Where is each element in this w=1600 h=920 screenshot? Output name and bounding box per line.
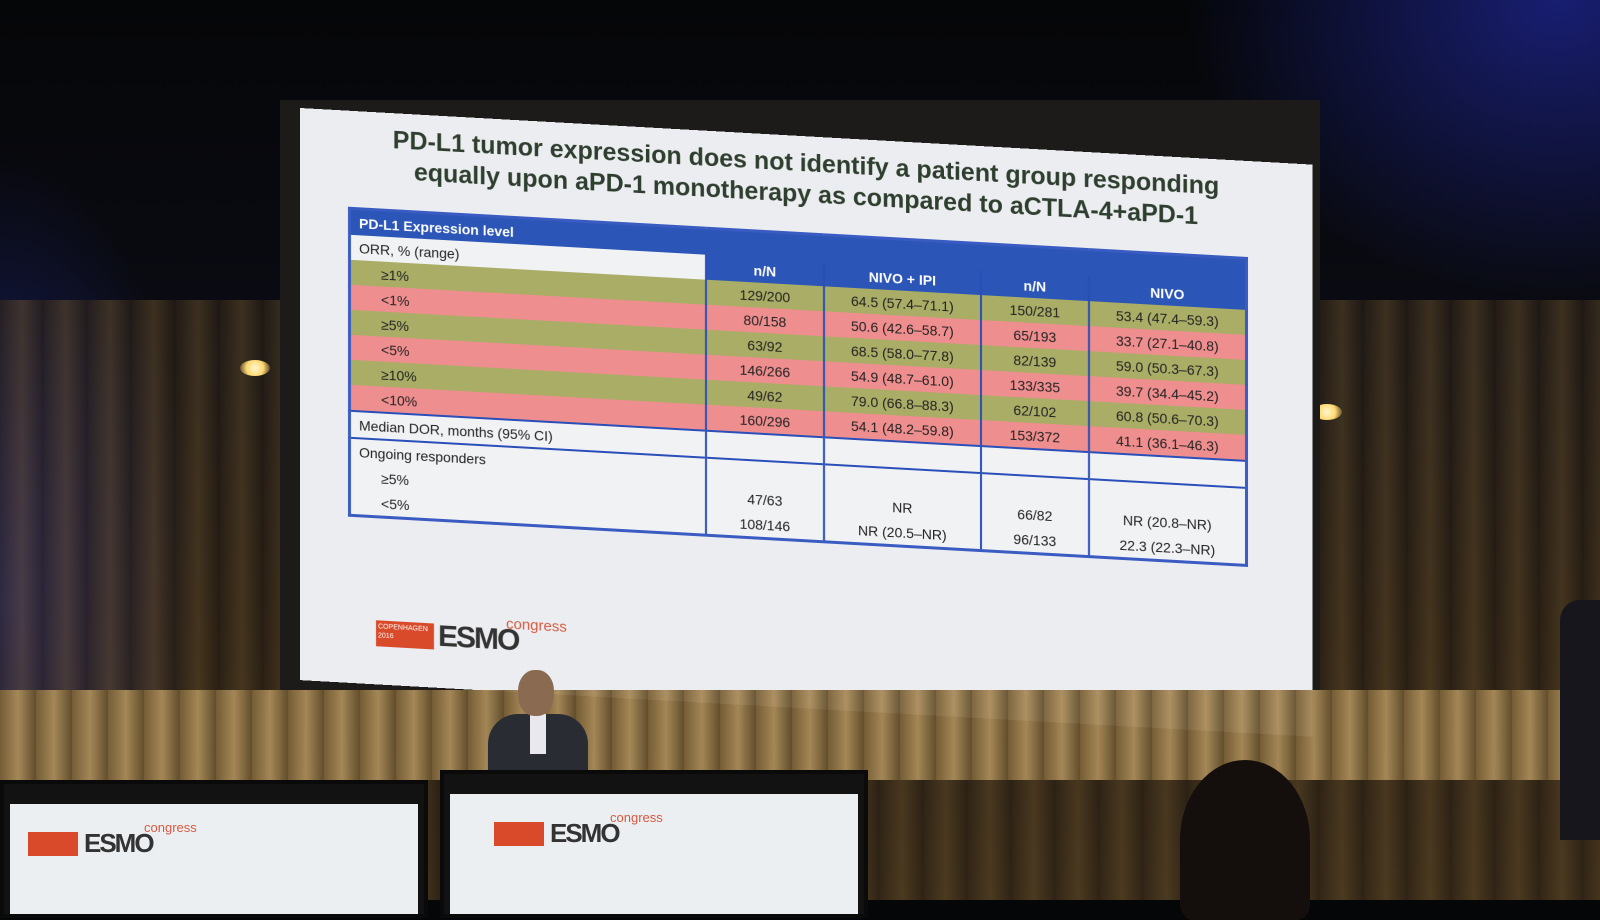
- monitor-center: ESMO congress: [440, 770, 868, 918]
- cell-nn-1: 108/146: [706, 508, 824, 542]
- esmo-logo: COPENHAGEN 2016 ESMO congress: [376, 612, 576, 657]
- monitor-center-logo-suffix: congress: [610, 810, 663, 825]
- monitor-left-screen: ESMO congress: [10, 804, 418, 914]
- stage-backdrop: [0, 690, 1600, 780]
- monitor-center-screen: ESMO congress: [450, 794, 858, 914]
- projection-screen: PD-L1 tumor expression does not identify…: [300, 108, 1312, 737]
- speaker: [488, 670, 588, 784]
- monitor-left-logo-brand: ESMO: [84, 828, 155, 858]
- monitor-center-logo: ESMO congress: [494, 810, 694, 852]
- speaker-shirt: [530, 714, 546, 754]
- audience-head: [1180, 760, 1310, 920]
- person-right: [1560, 600, 1600, 840]
- monitor-center-logo-brand: ESMO: [550, 818, 621, 848]
- orr-table: PD-L1 Expression level ORR, % (range) n/…: [348, 206, 1248, 568]
- logo-suffix: congress: [506, 615, 567, 636]
- monitor-left-logo-suffix: congress: [144, 820, 197, 835]
- speaker-head: [518, 670, 554, 716]
- monitor-left-logo-badge: [28, 832, 78, 856]
- monitor-left-logo: ESMO congress: [28, 820, 228, 862]
- esmo-logo-badge: COPENHAGEN 2016: [376, 620, 434, 650]
- monitor-center-logo-badge: [494, 822, 544, 846]
- monitor-left: ESMO congress: [0, 780, 428, 918]
- stage-light-left: [240, 360, 270, 376]
- cell-nn-2: 96/133: [980, 524, 1089, 557]
